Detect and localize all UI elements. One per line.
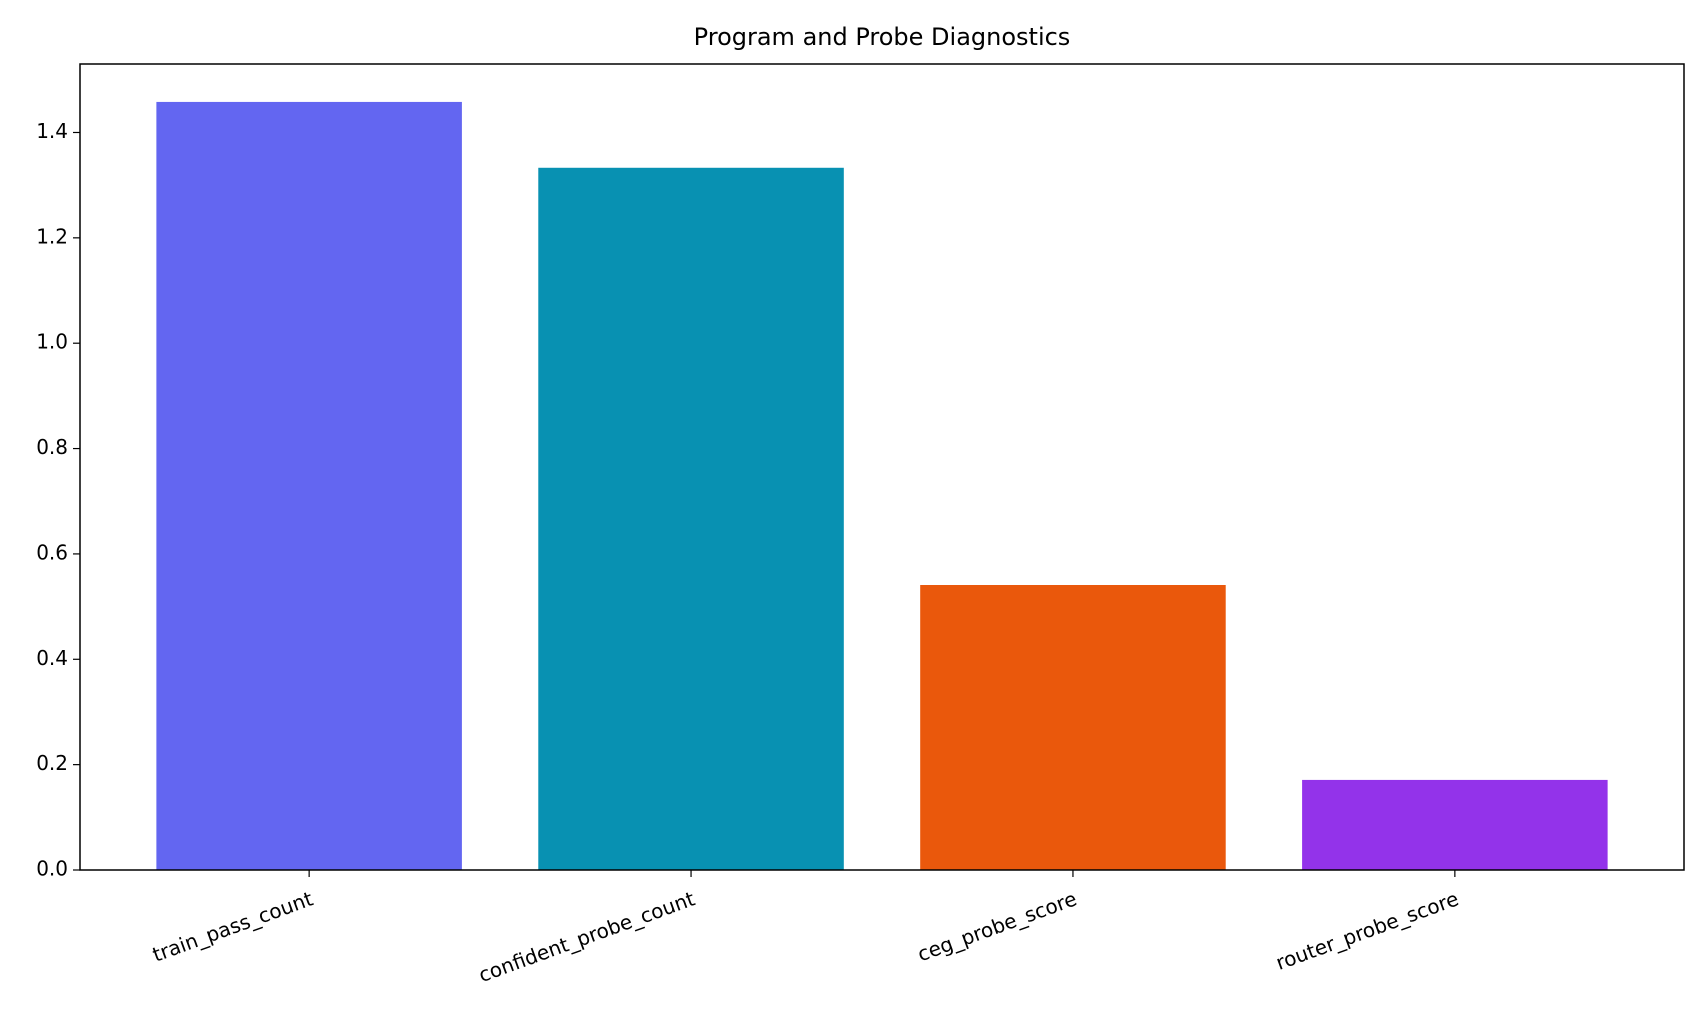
bar: [156, 101, 462, 870]
bar: [1302, 779, 1608, 870]
x-tick-label: router_probe_score: [1273, 886, 1462, 974]
y-tick-label: 0.6: [36, 540, 68, 564]
x-tick-label: confident_probe_count: [475, 886, 698, 987]
y-tick-label: 0.0: [36, 857, 68, 881]
plot-frame: [79, 63, 1685, 871]
x-tick-label: ceg_probe_score: [914, 886, 1080, 966]
y-tick-label: 1.0: [36, 330, 68, 354]
y-tick-label: 1.4: [36, 119, 68, 143]
chart-title: Program and Probe Diagnostics: [694, 23, 1071, 51]
bar: [538, 167, 844, 871]
x-tick-label: train_pass_count: [149, 886, 316, 966]
bar: [920, 585, 1226, 870]
y-tick-label: 1.2: [36, 224, 68, 248]
y-tick-label: 0.2: [36, 751, 68, 775]
y-tick-label: 0.4: [36, 646, 68, 670]
y-tick-label: 0.8: [36, 435, 68, 459]
